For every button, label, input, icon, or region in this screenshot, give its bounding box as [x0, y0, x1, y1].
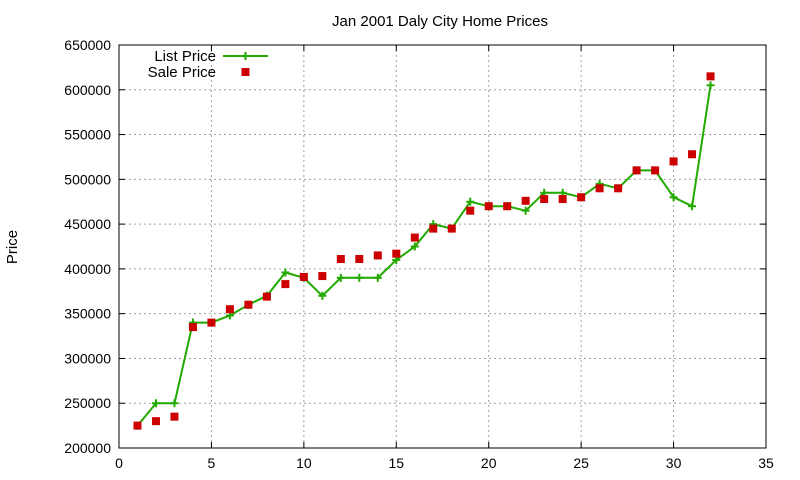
sale-price-point [540, 195, 549, 204]
sale-price-point [336, 255, 345, 264]
sale-price-point [410, 233, 419, 242]
sale-price-point [244, 300, 253, 309]
y-tick-label: 450000 [64, 216, 111, 232]
sale-price-point [170, 412, 179, 421]
sale-price-point [133, 421, 142, 430]
sale-price-point [484, 202, 493, 211]
sale-price-point [521, 196, 530, 205]
sale-price-point [392, 249, 401, 258]
sale-price-point [429, 224, 438, 233]
list-price-point [318, 291, 327, 300]
legend-entry-list-price: List Price [154, 48, 216, 65]
y-tick-label: 250000 [64, 395, 111, 411]
y-tick-label: 300000 [64, 350, 111, 366]
grid-lines [119, 45, 766, 448]
legend: List Price Sale Price [148, 48, 268, 81]
sale-price-point [577, 193, 586, 202]
list-price-point [706, 81, 715, 90]
x-tick-label: 15 [388, 455, 404, 471]
chart-title: Jan 2001 Daly City Home Prices [332, 13, 548, 30]
sale-price-point [299, 272, 308, 281]
list-price-point [355, 273, 364, 282]
y-tick-label: 200000 [64, 440, 111, 456]
list-price-point [688, 202, 697, 211]
x-tick-label: 10 [296, 455, 312, 471]
list-price-point [669, 193, 678, 202]
sale-price-point [632, 166, 641, 175]
y-tick-label: 500000 [64, 171, 111, 187]
sale-price-point [706, 72, 715, 81]
sale-price-point [318, 272, 327, 281]
sale-price-point [188, 323, 197, 332]
y-tick-label: 350000 [64, 306, 111, 322]
sale-price-point [225, 305, 234, 314]
plot-frame [118, 44, 767, 449]
x-tick-label: 25 [573, 455, 589, 471]
data-series [133, 72, 715, 430]
sale-price-point [595, 184, 604, 193]
y-tick-label: 650000 [64, 37, 111, 53]
sale-price-point [503, 202, 512, 211]
sale-price-point [614, 184, 623, 193]
x-tick-label: 5 [208, 455, 216, 471]
sale-price-point [558, 195, 567, 204]
list-price-point [336, 273, 345, 282]
sale-price-point [207, 318, 216, 327]
x-tick-label: 20 [481, 455, 497, 471]
legend-swatch-sale-price [241, 68, 250, 76]
list-price-point [170, 399, 179, 408]
y-tick-label: 400000 [64, 261, 111, 277]
x-tick-label: 35 [758, 455, 774, 471]
list-price-point [151, 399, 160, 408]
legend-entry-sale-price: Sale Price [148, 64, 216, 81]
axes: 200000 250000 300000 350000 400000 450000 5000… [64, 37, 774, 471]
sale-price-point [688, 150, 697, 159]
sale-price-point [373, 251, 382, 260]
sale-price-point [262, 292, 271, 301]
list-price-point [373, 273, 382, 282]
list-price-point [281, 268, 290, 277]
sale-price-point [651, 166, 660, 175]
sale-price-point [669, 157, 678, 166]
y-axis-label: Price [4, 230, 21, 264]
list-price-point [466, 197, 475, 206]
list-price-point [521, 206, 530, 215]
sale-price-point [355, 255, 364, 264]
sale-price-point [447, 224, 456, 233]
list-price-point [410, 242, 419, 251]
x-tick-label: 0 [115, 455, 123, 471]
y-tick-label: 600000 [64, 82, 111, 98]
sale-price-point [281, 280, 290, 289]
sale-price-point [466, 206, 475, 215]
x-tick-label: 30 [666, 455, 682, 471]
y-tick-label: 550000 [64, 127, 111, 143]
sale-price-point [151, 417, 160, 426]
list-price-line [136, 85, 712, 427]
